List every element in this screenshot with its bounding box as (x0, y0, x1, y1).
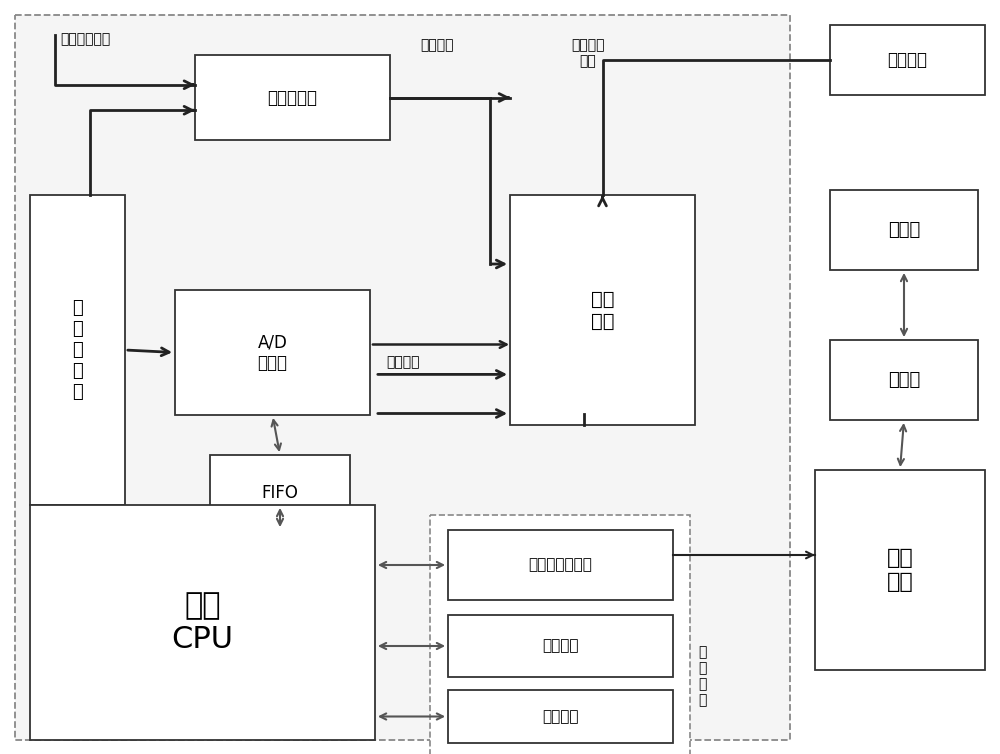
Bar (15, 15, 790, 740)
Text: 中断信号: 中断信号 (420, 38, 454, 52)
Bar (210, 455, 350, 530)
Bar (175, 290, 370, 415)
Text: 待发数据存储器: 待发数据存储器 (529, 557, 592, 572)
Bar (830, 190, 978, 270)
Bar (448, 690, 673, 743)
Bar (30, 505, 375, 740)
Text: 调节电压阆値: 调节电压阆値 (60, 32, 110, 46)
Text: 存
储
单
元: 存 储 单 元 (698, 645, 706, 707)
Text: 阈値比较器: 阈値比较器 (268, 88, 318, 106)
Text: 同步
模块: 同步 模块 (591, 290, 614, 330)
Bar (195, 55, 390, 140)
Bar (30, 195, 125, 505)
Bar (815, 470, 985, 670)
Text: A/D
转换器: A/D 转换器 (258, 333, 288, 372)
Text: 主存储器: 主存储器 (542, 639, 579, 654)
Bar (448, 530, 673, 600)
Text: 主控
CPU: 主控 CPU (172, 591, 234, 654)
Text: 井下
环网: 井下 环网 (887, 548, 913, 592)
Text: FIFO: FIFO (262, 483, 298, 501)
Bar (830, 340, 978, 420)
Bar (430, 515, 690, 754)
Bar (830, 25, 985, 95)
Text: 采样脉冲: 采样脉冲 (386, 355, 420, 369)
Text: 授时装置: 授时装置 (888, 51, 928, 69)
Text: 副存储器: 副存储器 (542, 709, 579, 724)
Text: 振
动
传
感
器: 振 动 传 感 器 (72, 299, 83, 400)
Text: 因特网: 因特网 (888, 371, 920, 389)
Bar (448, 615, 673, 677)
Text: 时间同步
信号: 时间同步 信号 (571, 38, 605, 68)
Text: 上位机: 上位机 (888, 221, 920, 239)
Bar (510, 195, 695, 425)
